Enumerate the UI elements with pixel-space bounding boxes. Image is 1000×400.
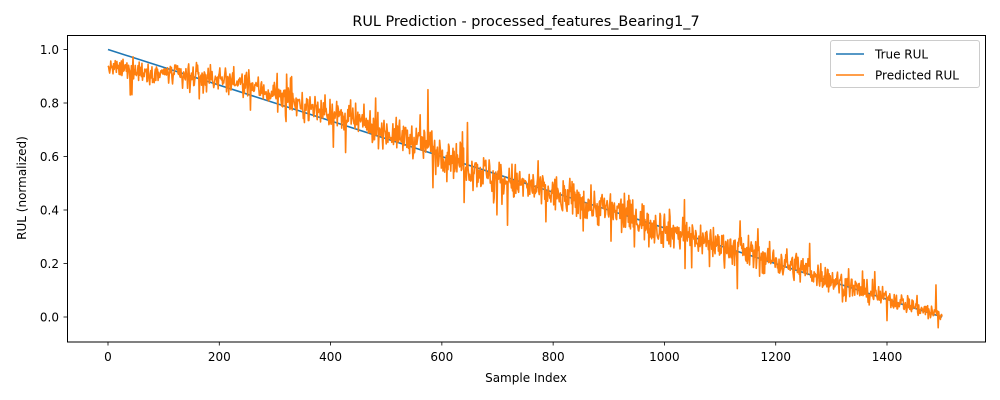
- legend: True RUL Predicted RUL: [830, 40, 980, 88]
- x-tick-label: 1200: [760, 350, 791, 364]
- x-tick-label: 800: [542, 350, 565, 364]
- y-tick-label: 0.0: [40, 310, 59, 324]
- y-tick-label: 0.2: [40, 257, 59, 271]
- legend-box: [830, 40, 980, 88]
- x-tick-label: 600: [430, 350, 453, 364]
- x-tick-label: 1000: [649, 350, 680, 364]
- plot-area: [107, 48, 943, 329]
- y-tick-label: 0.4: [40, 203, 59, 217]
- predicted-rul-line: [107, 55, 943, 329]
- legend-label-predicted-rul: Predicted RUL: [875, 69, 959, 83]
- y-tick-label: 1.0: [40, 43, 59, 57]
- x-tick-label: 200: [208, 350, 231, 364]
- x-axis-label: Sample Index: [485, 371, 567, 385]
- axes-frame: [67, 35, 986, 343]
- x-axis-ticks: 0 200 400 600 800 1000 1200 1400: [104, 342, 902, 364]
- y-tick-label: 0.6: [40, 150, 59, 164]
- y-axis-label: RUL (normalized): [15, 136, 29, 240]
- y-axis-ticks: 0.0 0.2 0.4 0.6 0.8 1.0: [40, 43, 67, 324]
- x-tick-label: 400: [319, 350, 342, 364]
- chart-title: RUL Prediction - processed_features_Bear…: [352, 14, 699, 30]
- x-tick-label: 1400: [872, 350, 903, 364]
- y-tick-label: 0.8: [40, 96, 59, 110]
- legend-label-true-rul: True RUL: [874, 48, 928, 62]
- x-tick-label: 0: [104, 350, 112, 364]
